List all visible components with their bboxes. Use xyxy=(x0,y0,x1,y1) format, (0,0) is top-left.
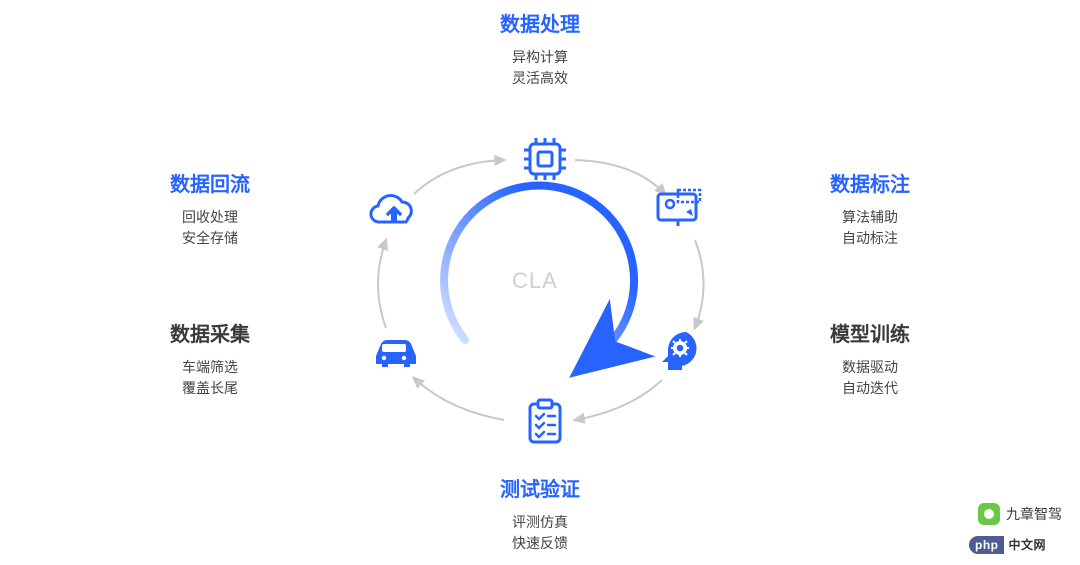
node-bottom: 测试验证 评测仿真 快速反馈 xyxy=(440,473,640,554)
node-title: 数据处理 xyxy=(440,8,640,37)
node-left-upper: 数据回流 回收处理 安全存储 xyxy=(110,168,310,249)
car-icon xyxy=(376,340,416,367)
ai-head-icon xyxy=(662,332,696,370)
watermark-php: php中文网 xyxy=(969,536,1050,553)
watermark-text: 九章智驾 xyxy=(1006,504,1062,524)
wechat-icon xyxy=(978,503,1000,525)
node-line: 灵活高效 xyxy=(440,68,640,89)
node-title: 数据采集 xyxy=(110,318,310,347)
diagram-stage: { "canvas": { "width": 1080, "height": 5… xyxy=(0,0,1080,565)
node-left-lower: 数据采集 车端筛选 覆盖长尾 xyxy=(110,318,310,399)
annotation-screen-icon xyxy=(658,190,700,226)
node-line: 车端筛选 xyxy=(110,357,310,378)
chip-icon xyxy=(524,138,566,180)
clipboard-check-icon xyxy=(530,400,560,442)
node-right-lower: 模型训练 数据驱动 自动迭代 xyxy=(770,318,970,399)
php-pill: php xyxy=(969,536,1005,554)
node-title: 数据回流 xyxy=(110,168,310,197)
node-line: 数据驱动 xyxy=(770,357,970,378)
node-line: 异构计算 xyxy=(440,47,640,68)
node-title: 模型训练 xyxy=(770,318,970,347)
node-line: 安全存储 xyxy=(110,228,310,249)
node-line: 自动迭代 xyxy=(770,378,970,399)
node-title: 测试验证 xyxy=(440,473,640,502)
node-line: 回收处理 xyxy=(110,207,310,228)
node-line: 算法辅助 xyxy=(770,207,970,228)
watermark-wechat: 九章智驾 xyxy=(978,503,1062,525)
node-line: 覆盖长尾 xyxy=(110,378,310,399)
node-right-upper: 数据标注 算法辅助 自动标注 xyxy=(770,168,970,249)
center-label: CLA xyxy=(512,268,558,294)
cloud-upload-icon xyxy=(371,196,411,223)
node-title: 数据标注 xyxy=(770,168,970,197)
php-cn: 中文网 xyxy=(1004,536,1050,554)
node-line: 评测仿真 xyxy=(440,512,640,533)
node-top: 数据处理 异构计算 灵活高效 xyxy=(440,8,640,89)
node-line: 快速反馈 xyxy=(440,533,640,554)
node-line: 自动标注 xyxy=(770,228,970,249)
